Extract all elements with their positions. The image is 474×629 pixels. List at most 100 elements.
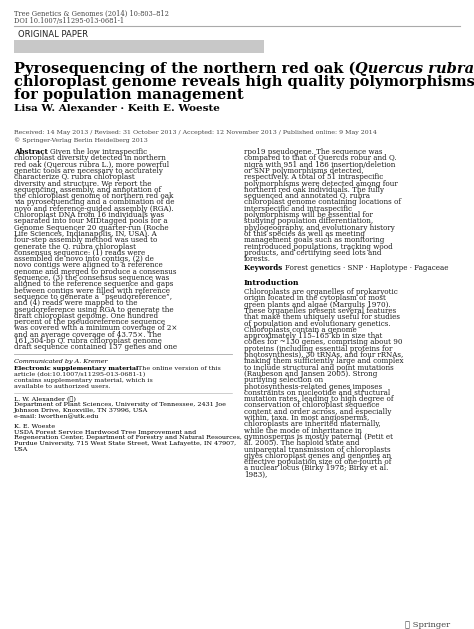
Text: polymorphisms will be essential for: polymorphisms will be essential for [244, 211, 373, 219]
Text: respectively. A total of 51 intraspecific: respectively. A total of 51 intraspecifi… [244, 173, 383, 181]
Text: DOI 10.1007/s11295-013-0681-1: DOI 10.1007/s11295-013-0681-1 [14, 17, 124, 25]
Text: interspecific and intraspecific: interspecific and intraspecific [244, 204, 352, 213]
Text: for population management: for population management [14, 88, 244, 102]
Text: compared to that of Quercus robur and Q.: compared to that of Quercus robur and Q. [244, 154, 397, 162]
Text: phylogeography, and evolutionary history: phylogeography, and evolutionary history [244, 223, 395, 231]
Text: Communicated by A. Kremer: Communicated by A. Kremer [14, 359, 108, 364]
Text: aligned to the reference sequence and gaps: aligned to the reference sequence and ga… [14, 281, 173, 288]
Text: management goals such as monitoring: management goals such as monitoring [244, 237, 384, 244]
Text: The online version of this: The online version of this [138, 367, 221, 371]
Text: origin located in the cytoplasm of most: origin located in the cytoplasm of most [244, 294, 386, 303]
Text: Electronic supplementary material: Electronic supplementary material [14, 367, 138, 371]
Text: Regeneration Center, Department of Forestry and Natural Resources,: Regeneration Center, Department of Fores… [14, 435, 242, 440]
Text: of population and evolutionary genetics.: of population and evolutionary genetics. [244, 320, 391, 328]
Text: characterize Q. rubra chloroplast: characterize Q. rubra chloroplast [14, 173, 135, 181]
Text: purifying selection on: purifying selection on [244, 376, 323, 384]
Text: and (4) reads were mapped to the: and (4) reads were mapped to the [14, 299, 137, 307]
Text: gives chloroplast genes and genomes an: gives chloroplast genes and genomes an [244, 452, 391, 460]
Text: Ⓢ Springer: Ⓢ Springer [405, 621, 450, 629]
Text: Given the low intraspecific: Given the low intraspecific [50, 148, 147, 156]
Text: Quercus rubra: Quercus rubra [356, 62, 474, 76]
Text: © Springer-Verlag Berlin Heidelberg 2013: © Springer-Verlag Berlin Heidelberg 2013 [14, 137, 148, 143]
Text: contains supplementary material, which is: contains supplementary material, which i… [14, 378, 153, 383]
Text: polymorphisms were detected among four: polymorphisms were detected among four [244, 179, 398, 187]
Text: chloroplast diversity detected in northern: chloroplast diversity detected in northe… [14, 154, 166, 162]
Text: Abstract: Abstract [14, 148, 50, 156]
Text: novo contigs were aligned to a reference: novo contigs were aligned to a reference [14, 262, 163, 269]
Text: a nuclear locus (Birky 1978; Birky et al.: a nuclear locus (Birky 1978; Birky et al… [244, 464, 388, 472]
Text: uniparental transmission of chloroplasts: uniparental transmission of chloroplasts [244, 445, 391, 454]
Text: via pyrosequencing and a combination of de: via pyrosequencing and a combination of … [14, 198, 174, 206]
Text: al. 2005). The haploid state and: al. 2005). The haploid state and [244, 439, 359, 447]
Text: Introduction: Introduction [244, 279, 300, 287]
Text: content and order across, and especially: content and order across, and especially [244, 408, 392, 416]
Text: sequencing, assembly, and annotation of: sequencing, assembly, and annotation of [14, 186, 161, 194]
Text: reintroduced populations, tracking wood: reintroduced populations, tracking wood [244, 243, 393, 250]
Text: Department of Plant Sciences, University of Tennessee, 2431 Joe: Department of Plant Sciences, University… [14, 403, 226, 408]
Text: Forest genetics · SNP · Haplotype · Fagaceae: Forest genetics · SNP · Haplotype · Faga… [285, 264, 448, 272]
Text: photosynthesis), 30 tRNAs, and four rRNAs,: photosynthesis), 30 tRNAs, and four rRNA… [244, 351, 403, 359]
Text: Chloroplasts contain a genome: Chloroplasts contain a genome [244, 326, 357, 334]
Text: sequence, (3) the consensus sequence was: sequence, (3) the consensus sequence was [14, 274, 169, 282]
Text: Purdue University, 715 West State Street, West Lafayette, IN 47907,: Purdue University, 715 West State Street… [14, 441, 236, 446]
Text: Keywords: Keywords [244, 264, 285, 272]
Text: Lisa W. Alexander · Keith E. Woeste: Lisa W. Alexander · Keith E. Woeste [14, 104, 220, 113]
Text: Johnson Drive, Knoxville, TN 37996, USA: Johnson Drive, Knoxville, TN 37996, USA [14, 408, 148, 413]
Text: Chloroplast DNA from 16 individuals was: Chloroplast DNA from 16 individuals was [14, 211, 164, 219]
Text: (Raubeson and Jansen 2005). Strong: (Raubeson and Jansen 2005). Strong [244, 370, 377, 378]
Text: separated into four MIDtagged pools for a: separated into four MIDtagged pools for … [14, 217, 168, 225]
Text: constraints on nucleotide and structural: constraints on nucleotide and structural [244, 389, 390, 397]
Text: to include structural and point mutations: to include structural and point mutation… [244, 364, 394, 372]
Text: pseudoreference using RGA to generate the: pseudoreference using RGA to generate th… [14, 306, 173, 313]
Text: diversity and structure. We report the: diversity and structure. We report the [14, 179, 152, 187]
Text: red oak (Quercus rubra L.), more powerful: red oak (Quercus rubra L.), more powerfu… [14, 160, 169, 169]
Text: chloroplast genome reveals high quality polymorphisms: chloroplast genome reveals high quality … [14, 75, 474, 89]
Text: gymnosperms is mostly paternal (Petit et: gymnosperms is mostly paternal (Petit et [244, 433, 393, 441]
Text: or SNP polymorphisms detected,: or SNP polymorphisms detected, [244, 167, 364, 175]
Text: sequenced and annotated Q. rubra: sequenced and annotated Q. rubra [244, 192, 370, 200]
Text: making them sufficiently large and complex: making them sufficiently large and compl… [244, 357, 403, 365]
Text: while the mode of inheritance in: while the mode of inheritance in [244, 426, 362, 435]
Text: photosynthesis-related genes imposes: photosynthesis-related genes imposes [244, 382, 382, 391]
Text: that make them uniquely useful for studies: that make them uniquely useful for studi… [244, 313, 400, 321]
Text: forests.: forests. [244, 255, 271, 263]
Text: of this species as well as meeting: of this species as well as meeting [244, 230, 365, 238]
Text: novo and reference-guided assembly (RGA).: novo and reference-guided assembly (RGA)… [14, 204, 173, 213]
Text: 161,304-bp Q. rubra chloroplast genome: 161,304-bp Q. rubra chloroplast genome [14, 337, 162, 345]
Text: nigra with 951 and 186 insertion/deletion: nigra with 951 and 186 insertion/deletio… [244, 160, 395, 169]
Text: Chloroplasts are organelles of prokaryotic: Chloroplasts are organelles of prokaryot… [244, 288, 398, 296]
Text: rpo19 pseudogene. The sequence was: rpo19 pseudogene. The sequence was [244, 148, 383, 156]
Text: conservation of chloroplast sequence: conservation of chloroplast sequence [244, 401, 380, 409]
Bar [14, 40, 264, 53]
Text: chloroplast genome containing locations of: chloroplast genome containing locations … [244, 198, 401, 206]
Text: approximately 115–165 kb in size that: approximately 115–165 kb in size that [244, 332, 383, 340]
Text: consensus sequence: (1) reads were: consensus sequence: (1) reads were [14, 249, 145, 257]
Text: between contigs were filled with reference: between contigs were filled with referen… [14, 287, 170, 294]
Text: article (doi:10.1007/s11295-013-0681-1): article (doi:10.1007/s11295-013-0681-1) [14, 372, 145, 377]
Text: Pyrosequencing of the northern red oak (: Pyrosequencing of the northern red oak ( [14, 62, 356, 76]
Text: Tree Genetics & Genomes (2014) 10:803–812: Tree Genetics & Genomes (2014) 10:803–81… [14, 10, 169, 18]
Text: genetic tools are necessary to accurately: genetic tools are necessary to accuratel… [14, 167, 163, 175]
Text: ORIGINAL PAPER: ORIGINAL PAPER [18, 30, 88, 39]
Text: within, taxa. In most angiosperms,: within, taxa. In most angiosperms, [244, 414, 369, 422]
Text: draft chloroplast genome. One hundred: draft chloroplast genome. One hundred [14, 312, 158, 320]
Text: studying population differentiation,: studying population differentiation, [244, 217, 373, 225]
Text: draft sequence contained 137 genes and one: draft sequence contained 137 genes and o… [14, 343, 177, 352]
Text: chloroplasts are inherited maternally,: chloroplasts are inherited maternally, [244, 420, 381, 428]
Text: codes for ~130 genes, comprising about 90: codes for ~130 genes, comprising about 9… [244, 338, 402, 347]
Text: USDA Forest Service Hardwood Tree Improvement and: USDA Forest Service Hardwood Tree Improv… [14, 430, 196, 435]
Text: Received: 14 May 2013 / Revised: 31 October 2013 / Accepted: 12 November 2013 / : Received: 14 May 2013 / Revised: 31 Octo… [14, 130, 377, 135]
Text: e-mail: lworthen@utk.edu: e-mail: lworthen@utk.edu [14, 414, 99, 420]
Text: green plants and algae (Margulis 1970).: green plants and algae (Margulis 1970). [244, 301, 391, 309]
Text: was covered with a minimum coverage of 2×: was covered with a minimum coverage of 2… [14, 325, 177, 332]
Text: four-step assembly method was used to: four-step assembly method was used to [14, 237, 157, 244]
Text: generate the Q. rubra chloroplast: generate the Q. rubra chloroplast [14, 243, 136, 250]
Text: percent of the pseudoreference sequence: percent of the pseudoreference sequence [14, 318, 165, 326]
Text: Genome Sequencer 20 quarter-run (Roche: Genome Sequencer 20 quarter-run (Roche [14, 223, 169, 231]
Text: L. W. Alexander (✉): L. W. Alexander (✉) [14, 397, 76, 402]
Text: mutation rates, leading to high degree of: mutation rates, leading to high degree o… [244, 395, 393, 403]
Text: assembled de novo into contigs, (2) de: assembled de novo into contigs, (2) de [14, 255, 154, 263]
Text: available to authorized users.: available to authorized users. [14, 384, 110, 389]
Text: and an average coverage of 43.75×. The: and an average coverage of 43.75×. The [14, 331, 161, 338]
Text: USA: USA [14, 447, 28, 452]
